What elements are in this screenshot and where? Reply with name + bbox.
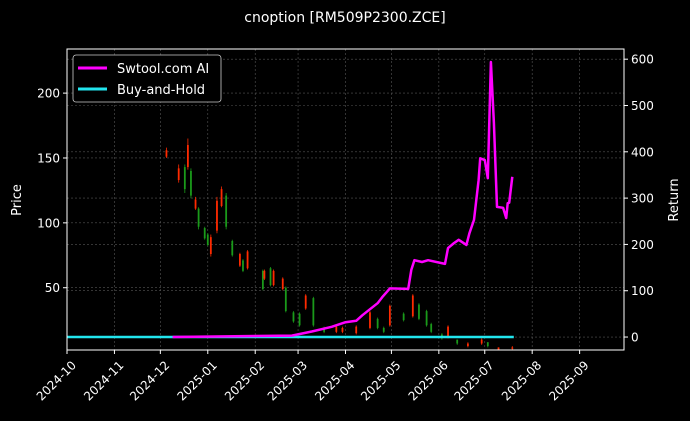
candle-body bbox=[284, 287, 287, 312]
candle-body bbox=[242, 260, 244, 271]
candle-body bbox=[335, 326, 338, 332]
x-tick-label: 2024-12 bbox=[127, 358, 172, 403]
candle-body bbox=[418, 304, 420, 319]
candle-body bbox=[323, 327, 325, 332]
candle-body bbox=[183, 167, 186, 190]
candle-body bbox=[312, 298, 315, 326]
candle-body bbox=[456, 339, 459, 344]
candle-body bbox=[269, 268, 272, 286]
candle-body bbox=[382, 327, 385, 332]
candle-body bbox=[231, 241, 234, 256]
y-tick-label: 200 bbox=[37, 87, 60, 101]
y-tick-label: 100 bbox=[37, 216, 60, 230]
chart-title: cnoption [RM509P2300.ZCE] bbox=[244, 10, 445, 26]
candle-body bbox=[447, 326, 449, 338]
y-tick-label: 50 bbox=[45, 281, 60, 295]
candle-body bbox=[497, 347, 500, 350]
y-tick-label: 150 bbox=[37, 151, 60, 165]
candle-body bbox=[292, 312, 295, 322]
candle-body bbox=[225, 195, 228, 227]
candle-body bbox=[511, 347, 514, 349]
candle-body bbox=[388, 305, 391, 326]
candle-body bbox=[376, 318, 379, 328]
candle-body bbox=[486, 342, 489, 347]
candle-body bbox=[165, 150, 168, 157]
candle-body bbox=[355, 326, 358, 334]
y2-tick-label: 200 bbox=[631, 238, 654, 252]
candle-body bbox=[216, 200, 218, 231]
legend-box bbox=[72, 54, 222, 103]
x-tick-label: 2025-01 bbox=[174, 358, 219, 403]
candle-body bbox=[197, 208, 200, 227]
x-tick-label: 2025-09 bbox=[546, 358, 591, 403]
candle-body bbox=[480, 339, 483, 344]
x-axis: 2024-10 2024-11 2024-12 2025-01 2025-022025-… bbox=[34, 350, 592, 404]
candle-body bbox=[206, 234, 209, 245]
strategy-line bbox=[172, 60, 514, 339]
candle-body bbox=[203, 228, 206, 239]
x-tick-label: 2025-04 bbox=[312, 358, 357, 403]
x-tick-label: 2025-02 bbox=[222, 358, 267, 403]
candle-body bbox=[220, 189, 223, 206]
y2-tick-label: 100 bbox=[631, 284, 654, 298]
x-tick-label: 2024-10 bbox=[34, 358, 79, 403]
candle-body bbox=[402, 313, 405, 321]
candle-body bbox=[261, 270, 264, 290]
right-y-label: Return bbox=[667, 178, 682, 221]
y2-tick-label: 300 bbox=[631, 192, 654, 206]
y2-tick-label: 600 bbox=[631, 53, 654, 67]
candle-body bbox=[430, 324, 433, 332]
candle-body bbox=[246, 251, 249, 269]
candle-body bbox=[467, 343, 469, 347]
x-tick-label: 2025-07 bbox=[451, 358, 496, 403]
x-tick-label: 2025-03 bbox=[265, 358, 310, 403]
candle-body bbox=[281, 278, 284, 290]
candle-body bbox=[369, 312, 371, 328]
candle-body bbox=[186, 145, 189, 168]
candles bbox=[165, 138, 514, 350]
y2-tick-label: 400 bbox=[631, 145, 654, 159]
legend-label-strategy: Swtool.com AI bbox=[117, 62, 209, 77]
candle-body bbox=[341, 327, 344, 332]
candle-body bbox=[239, 253, 241, 266]
legend: Swtool.com AI Buy-and-Hold bbox=[72, 54, 222, 103]
left-y-label: Price bbox=[10, 184, 25, 216]
candle-body bbox=[298, 313, 301, 326]
candle-body bbox=[411, 295, 414, 317]
candle-body bbox=[194, 199, 197, 209]
candle-body bbox=[190, 170, 192, 196]
candle-body bbox=[425, 311, 428, 326]
right-y-axis: 0 100 200 300 400 500 600 bbox=[624, 53, 654, 345]
candle-body bbox=[272, 270, 275, 286]
candle-body bbox=[177, 168, 180, 181]
candle-body bbox=[304, 295, 307, 309]
x-tick-label: 2025-05 bbox=[358, 358, 403, 403]
x-tick-label: 2025-08 bbox=[499, 358, 544, 403]
candle-body bbox=[263, 270, 266, 279]
left-y-axis: 50 100 150 200 bbox=[37, 87, 67, 295]
x-tick-label: 2025-06 bbox=[406, 358, 451, 403]
candle-body bbox=[209, 237, 212, 254]
series-lines bbox=[67, 60, 514, 339]
legend-label-buy-hold: Buy-and-Hold bbox=[117, 83, 205, 98]
x-tick-label: 2024-11 bbox=[81, 358, 126, 403]
y2-tick-label: 0 bbox=[631, 331, 639, 345]
y2-tick-label: 500 bbox=[631, 99, 654, 113]
